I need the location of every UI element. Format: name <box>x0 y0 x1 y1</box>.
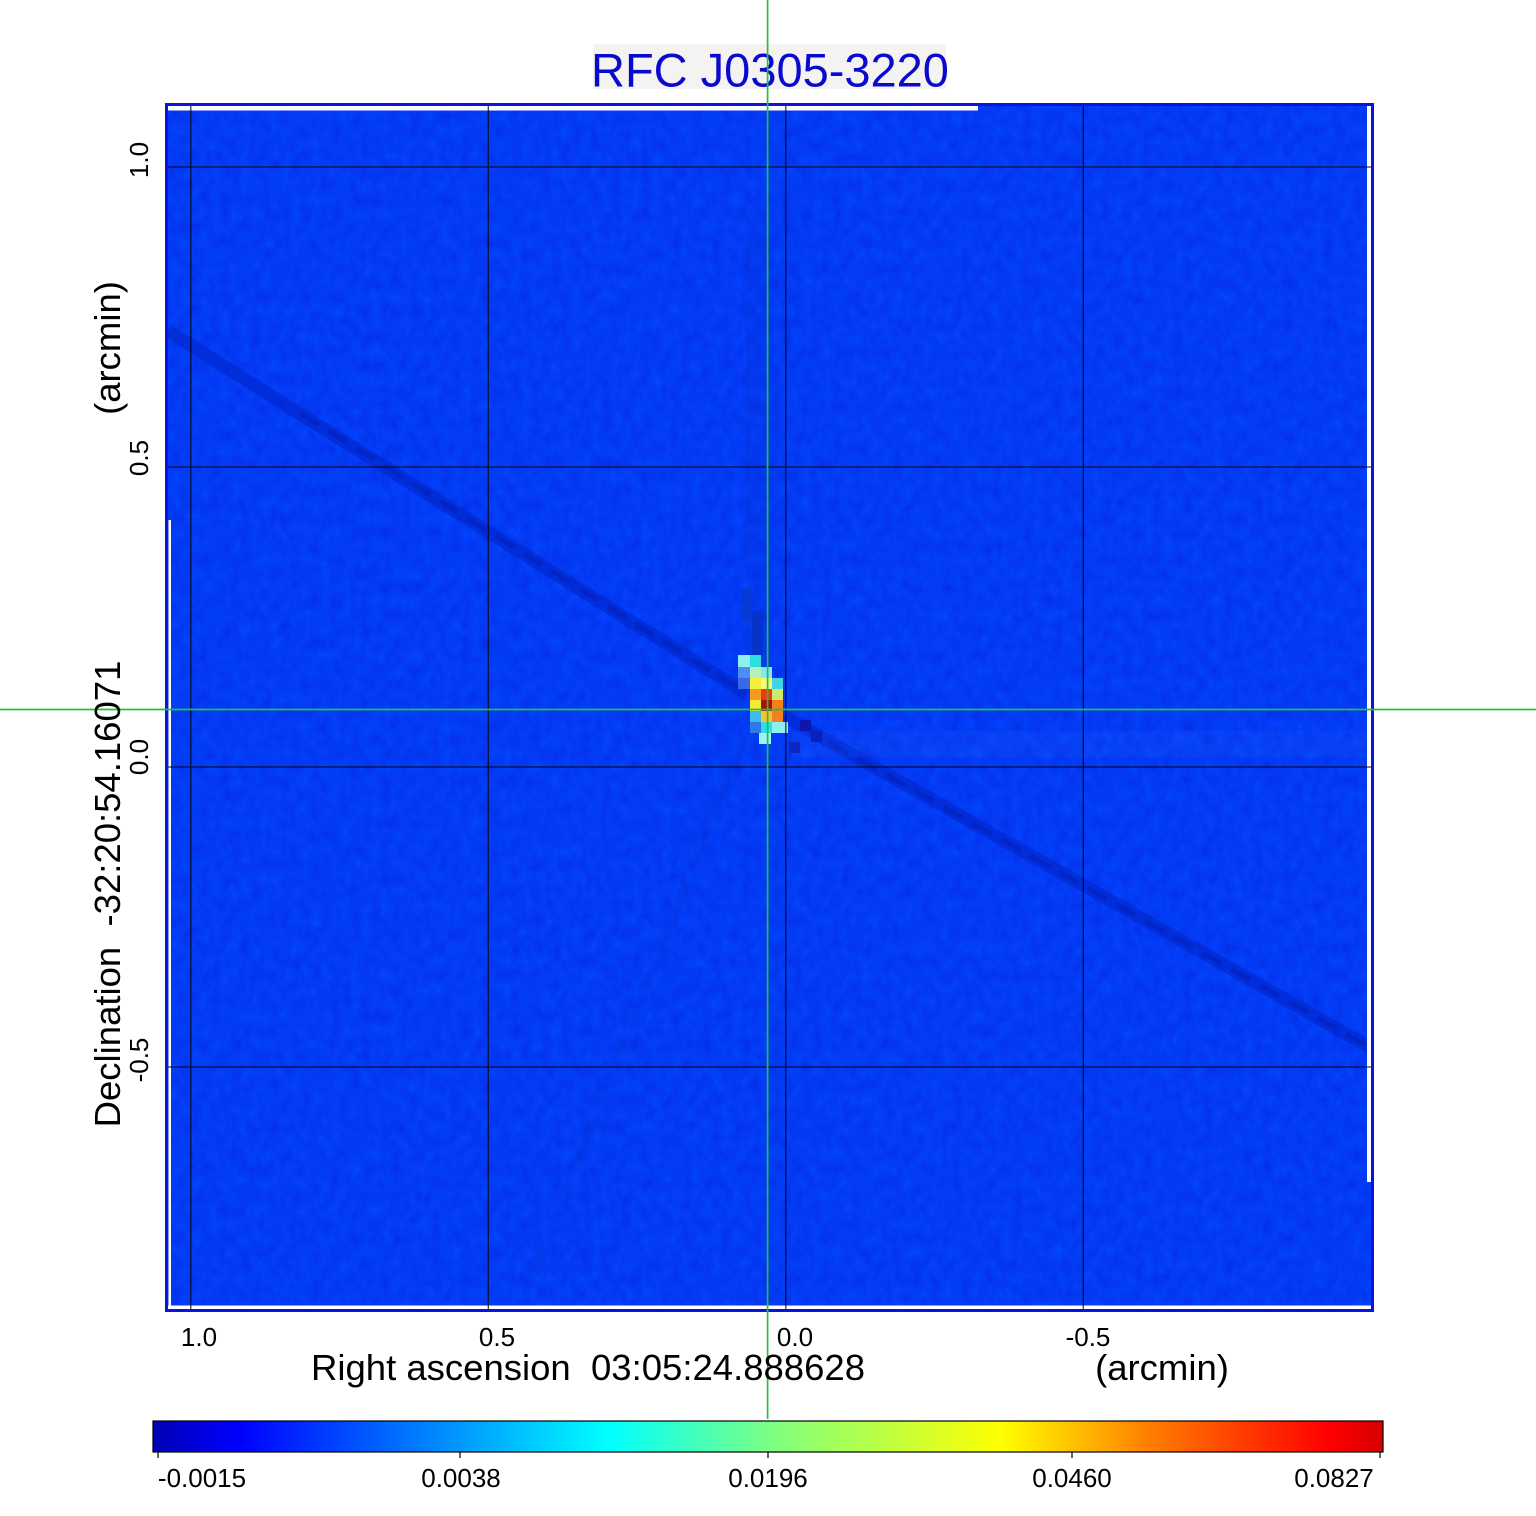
svg-text:Declination -32:20:54.16071: Declination -32:20:54.16071 <box>87 661 128 1128</box>
svg-text:-0.5: -0.5 <box>124 1038 154 1083</box>
svg-text:0.0827: 0.0827 <box>1294 1463 1374 1493</box>
svg-text:1.0: 1.0 <box>124 142 154 178</box>
svg-text:0.0460: 0.0460 <box>1032 1463 1112 1493</box>
svg-text:RFC J0305-3220: RFC J0305-3220 <box>591 44 949 97</box>
svg-text:-0.0015: -0.0015 <box>158 1463 246 1493</box>
svg-text:0.5: 0.5 <box>124 440 154 476</box>
svg-text:0.0196: 0.0196 <box>728 1463 808 1493</box>
svg-text:0.0038: 0.0038 <box>421 1463 501 1493</box>
svg-text:0.5: 0.5 <box>479 1322 515 1352</box>
svg-text:(arcmin): (arcmin) <box>1095 1347 1229 1388</box>
svg-text:-0.5: -0.5 <box>1066 1322 1111 1352</box>
svg-text:0.0: 0.0 <box>777 1322 813 1352</box>
svg-text:(arcmin): (arcmin) <box>87 281 128 415</box>
svg-text:0.0: 0.0 <box>124 739 154 775</box>
svg-text:1.0: 1.0 <box>181 1322 217 1352</box>
svg-text:Right ascension 03:05:24.8886: Right ascension 03:05:24.888628 <box>311 1347 865 1388</box>
